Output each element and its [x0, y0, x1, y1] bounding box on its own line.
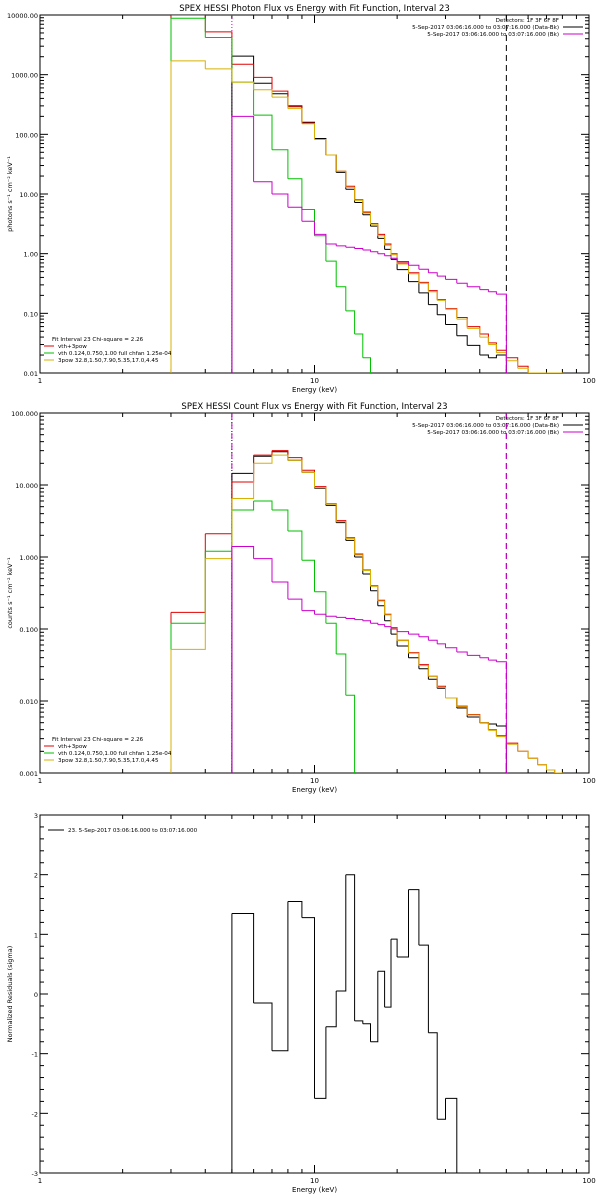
- y-tick-label: 0.001: [19, 770, 38, 778]
- info-line: 5-Sep-2017 03:06:16.000 to 03:07:16.000 …: [412, 423, 559, 429]
- legend-entry: Fit Interval 23 Chi-square = 2.26: [52, 337, 144, 343]
- y-tick-label: 1: [34, 931, 38, 939]
- count-flux-panel: SPEX HESSI Count Flux vs Energy with Fit…: [6, 402, 596, 794]
- y-tick-label: 100.00: [15, 131, 38, 139]
- data-layer: [170, 413, 563, 773]
- series-4-histogram: [231, 546, 507, 773]
- x-tick-label: 100: [582, 777, 595, 785]
- x-tick-label: 10: [310, 377, 319, 385]
- x-axis-label: Energy (keV): [292, 786, 337, 794]
- series-2-histogram: [170, 500, 356, 773]
- info-line: Detectors: 1F 3F 6F 8F: [496, 18, 559, 24]
- y-tick-label: 10.00: [19, 191, 38, 199]
- x-tick-label: 10: [310, 777, 319, 785]
- series-0-histogram: [231, 451, 507, 773]
- series-2-histogram: [170, 17, 371, 373]
- legend-entry: vth+3pow: [58, 744, 87, 750]
- series-0-histogram: [231, 55, 507, 373]
- data-layer: [231, 874, 458, 1173]
- residuals-panel: 1 10 100 Energy (keV) -3 -2 -1 0 1 2 3 Normalized R…: [6, 812, 596, 1194]
- x-tick-label: 100: [582, 1177, 595, 1185]
- y-axis-label: photons s⁻¹ cm⁻² keV⁻¹: [6, 156, 14, 232]
- y-tick-label: 0.10: [24, 310, 38, 318]
- legend-entry: 3pow 32.8,1.50,7.90,5.35,17.0,4.45: [58, 358, 159, 364]
- photon-flux-panel: SPEX HESSI Photon Flux vs Energy with Fi…: [6, 4, 596, 394]
- x-axis-label: Energy (keV): [292, 386, 337, 394]
- series-1-histogram: [170, 15, 563, 373]
- legend-entry: 3pow 32.8,1.50,7.90,5.35,17.0,4.45: [58, 758, 159, 764]
- info-line: Detectors: 1F 3F 6F 8F: [496, 416, 559, 422]
- y-tick-label: 0: [34, 991, 38, 999]
- y-tick-label: -1: [32, 1051, 38, 1059]
- y-tick-label: 1.000: [19, 554, 38, 562]
- y-tick-label: 10.000: [15, 482, 38, 490]
- x-tick-label: 1: [38, 1177, 42, 1185]
- y-axis-label: Normalized Residuals (sigma): [6, 946, 14, 1043]
- y-tick-label: 100.000: [11, 410, 38, 418]
- y-tick-label: -2: [32, 1110, 38, 1118]
- legend-entry: vth 0.124,0.750,1.00 full chfan 1.25e-04: [58, 751, 172, 757]
- legend-entry: Fit Interval 23 Chi-square = 2.26: [52, 737, 144, 743]
- x-tick-label: 1: [38, 377, 42, 385]
- series-0-histogram: [231, 874, 458, 1173]
- x-tick-label: 10: [310, 1177, 319, 1185]
- info-line: 5-Sep-2017 03:06:16.000 to 03:07:16.000 …: [427, 32, 559, 38]
- x-axis-label: Energy (keV): [292, 1186, 337, 1194]
- series-3-histogram: [170, 60, 563, 373]
- y-tick-label: 0.100: [19, 626, 38, 634]
- x-tick-label: 100: [582, 377, 595, 385]
- data-layer: [170, 15, 563, 373]
- y-tick-label: 1.00: [24, 251, 38, 259]
- y-tick-label: 10000.00: [7, 12, 38, 20]
- y-tick-label: 1000.00: [11, 72, 38, 80]
- info-line: 5-Sep-2017 03:06:16.000 to 03:07:16.000 …: [427, 430, 559, 436]
- y-tick-label: 0.010: [19, 698, 38, 706]
- chart-title: SPEX HESSI Photon Flux vs Energy with Fi…: [179, 4, 450, 14]
- legend-entry: vth 0.124,0.750,1.00 full chfan 1.25e-04: [58, 351, 172, 357]
- y-axis-label: counts s⁻¹ cm⁻² keV⁻¹: [6, 557, 14, 629]
- chart-title: SPEX HESSI Count Flux vs Energy with Fit…: [181, 402, 447, 412]
- y-tick-label: 0.01: [24, 370, 38, 378]
- x-tick-label: 1: [38, 777, 42, 785]
- y-tick-label: 3: [34, 812, 38, 820]
- legend-entry: vth+3pow: [58, 344, 87, 350]
- y-tick-label: -3: [32, 1170, 38, 1178]
- series-4-histogram: [231, 115, 507, 373]
- y-tick-label: 2: [34, 872, 38, 880]
- info-line: 5-Sep-2017 03:06:16.000 to 03:07:16.000 …: [412, 25, 559, 31]
- legend-entry: 23. 5-Sep-2017 03:06:16.000 to 03:07:16.…: [68, 828, 198, 834]
- series-3-histogram: [170, 454, 563, 773]
